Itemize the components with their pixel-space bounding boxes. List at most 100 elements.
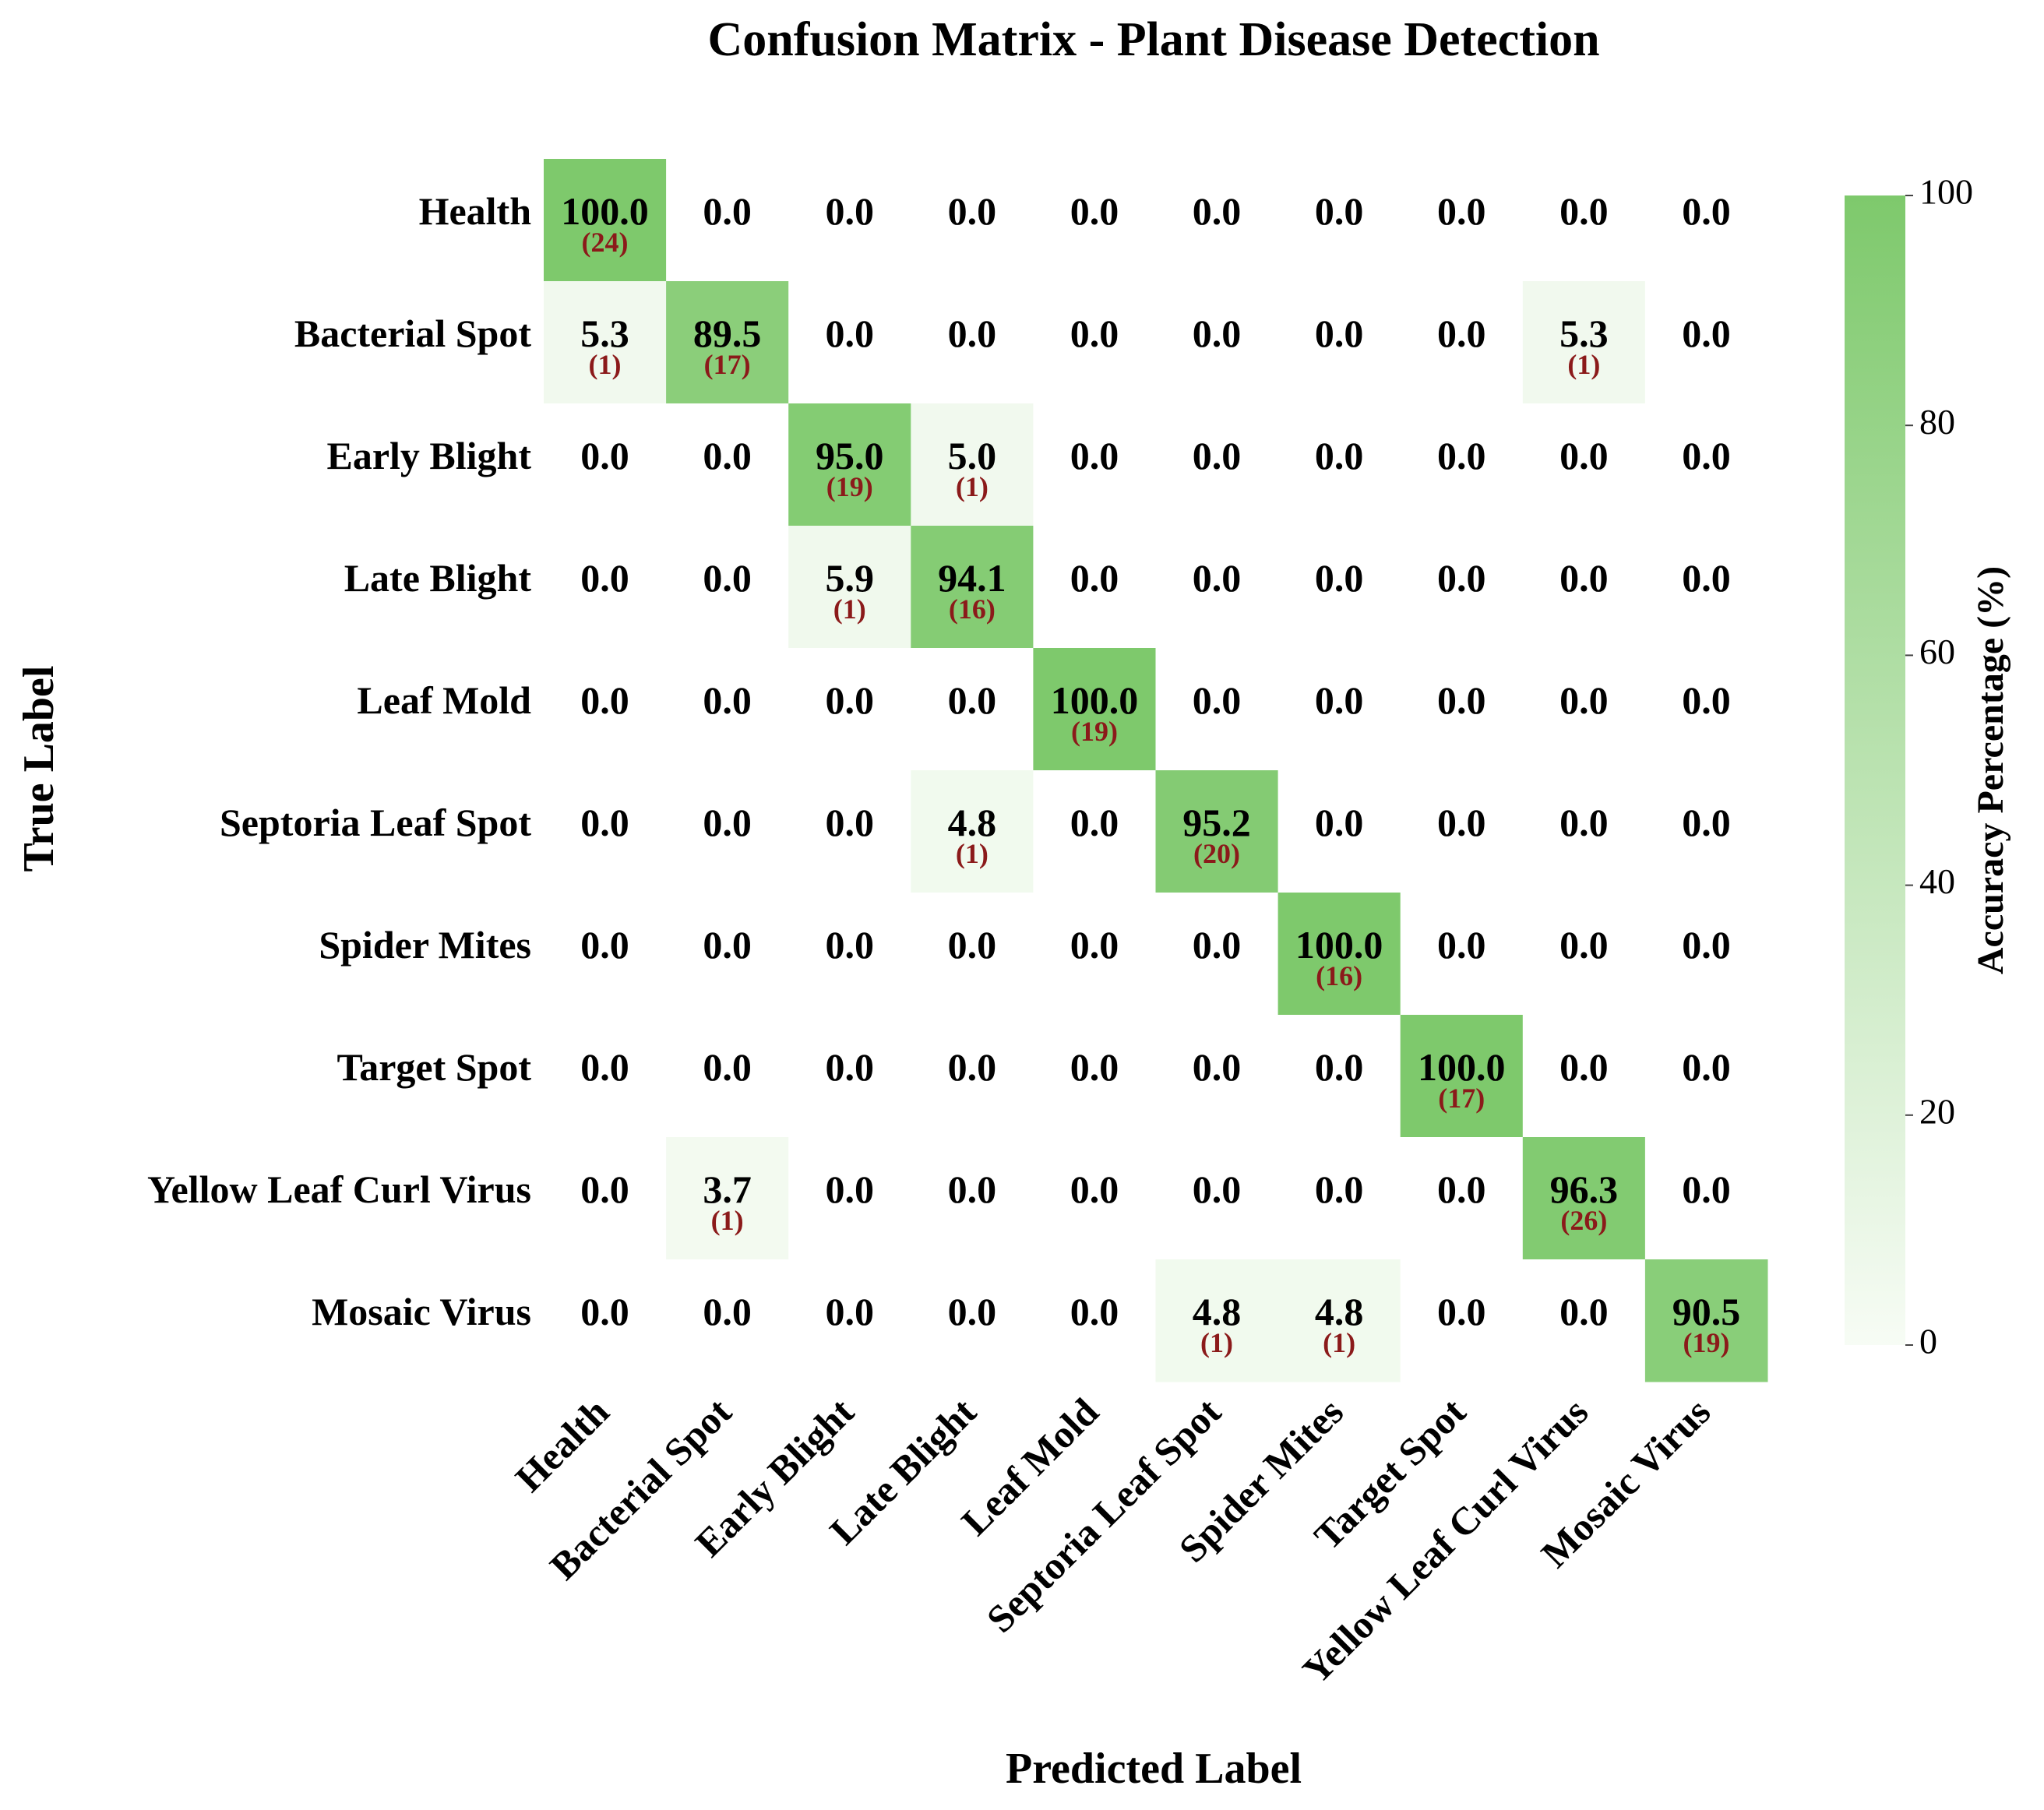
- cell: [1033, 1015, 1156, 1138]
- cell-label: 0.0: [1682, 434, 1731, 477]
- cell: [1033, 1259, 1156, 1382]
- cell-label: 0.0: [1559, 434, 1609, 477]
- cell-label: 100.0: [1418, 1045, 1506, 1089]
- cell: [544, 1015, 667, 1138]
- cell-label: 0.0: [1193, 434, 1242, 477]
- cell: [788, 770, 911, 893]
- cell-label: 0.0: [1070, 801, 1119, 844]
- cell-label: 90.5: [1672, 1290, 1741, 1333]
- cell: [1522, 1015, 1646, 1138]
- cell-label: 0.0: [1559, 678, 1609, 722]
- count-label: (19): [1071, 716, 1118, 747]
- cell-label: 4.8: [948, 801, 997, 844]
- cell-label: 0.0: [1682, 1045, 1731, 1089]
- cell-label: 0.0: [1682, 923, 1731, 967]
- cell: [1400, 281, 1524, 404]
- cell: [1155, 1015, 1279, 1138]
- cell: [1400, 1259, 1524, 1382]
- cell-label: 0.0: [948, 1045, 997, 1089]
- colorbar-tick-label: 60: [1919, 632, 1955, 671]
- cell: [911, 1137, 1034, 1260]
- count-label: (26): [1560, 1205, 1607, 1236]
- x-axis-label: Predicted Label: [1006, 1745, 1302, 1793]
- cell-label: 5.9: [826, 556, 875, 600]
- cell-label: 0.0: [826, 312, 875, 355]
- colorbar: [1845, 195, 1905, 1345]
- cell-label: 0.0: [1559, 556, 1609, 600]
- cell-label: 0.0: [1437, 678, 1486, 722]
- cell: [666, 1137, 789, 1260]
- cell: [788, 526, 911, 649]
- cell-label: 5.3: [1559, 312, 1609, 355]
- count-label: (19): [826, 471, 873, 502]
- cell-label: 0.0: [1437, 434, 1486, 477]
- cell: [911, 648, 1034, 771]
- cell-label: 0.0: [1070, 312, 1119, 355]
- cell: [1522, 281, 1646, 404]
- count-label: (16): [949, 593, 996, 625]
- cell-label: 0.0: [1315, 1045, 1364, 1089]
- cell: [1644, 648, 1768, 771]
- colorbar-tick-label: 0: [1919, 1322, 1937, 1361]
- cell-label: 0.0: [1315, 801, 1364, 844]
- colorbar-tick-label: 20: [1919, 1091, 1955, 1131]
- cell-label: 0.0: [1437, 312, 1486, 355]
- colorbar-tick-label: 80: [1919, 402, 1955, 442]
- cell: [1033, 159, 1156, 282]
- cell: [1155, 893, 1279, 1016]
- cell-label: 0.0: [1193, 678, 1242, 722]
- cell-label: 0.0: [1682, 556, 1731, 600]
- count-label: (1): [711, 1205, 744, 1236]
- cell-label: 0.0: [1070, 1167, 1119, 1211]
- cell: [1400, 526, 1524, 649]
- cell-label: 0.0: [703, 556, 752, 600]
- cell: [666, 526, 789, 649]
- cell: [666, 1015, 789, 1138]
- cell: [666, 893, 789, 1016]
- cell: [544, 893, 667, 1016]
- cell: [1278, 526, 1401, 649]
- cell-label: 0.0: [1315, 1167, 1364, 1211]
- cell-label: 0.0: [580, 801, 629, 844]
- cell: [666, 159, 789, 282]
- cell-label: 0.0: [1315, 556, 1364, 600]
- cell-label: 0.0: [1070, 1290, 1119, 1333]
- cell-label: 0.0: [948, 1290, 997, 1333]
- cell: [1644, 159, 1768, 282]
- count-label: (19): [1683, 1327, 1729, 1358]
- cell: [1278, 159, 1401, 282]
- colorbar-tick-label: 40: [1919, 861, 1955, 901]
- cell: [1278, 893, 1401, 1016]
- cell-label: 0.0: [1193, 189, 1242, 233]
- cell: [1033, 1137, 1156, 1260]
- cell-label: 0.0: [703, 1045, 752, 1089]
- cell: [1522, 1137, 1646, 1260]
- cell-label: 0.0: [1070, 1045, 1119, 1089]
- count-label: (1): [1323, 1327, 1355, 1358]
- cell-label: 0.0: [826, 1167, 875, 1211]
- cell-label: 0.0: [580, 1290, 629, 1333]
- cell-label: 0.0: [948, 189, 997, 233]
- cell-label: 0.0: [826, 801, 875, 844]
- y-tick-label: Spider Mites: [319, 923, 531, 967]
- cell: [544, 770, 667, 893]
- y-tick-label: Mosaic Virus: [312, 1290, 531, 1333]
- cell-label: 0.0: [1437, 1290, 1486, 1333]
- cell: [788, 403, 911, 526]
- cell-label: 0.0: [1559, 189, 1609, 233]
- y-tick-label: Target Spot: [337, 1045, 531, 1089]
- y-tick-label: Septoria Leaf Spot: [220, 801, 531, 844]
- cell-label: 0.0: [1070, 923, 1119, 967]
- cell: [544, 403, 667, 526]
- cell: [666, 1259, 789, 1382]
- cell-label: 100.0: [1295, 923, 1383, 967]
- cell: [1155, 281, 1279, 404]
- y-tick-label: Yellow Leaf Curl Virus: [147, 1167, 531, 1211]
- cell-label: 0.0: [1682, 189, 1731, 233]
- count-label: (1): [833, 593, 866, 625]
- cell: [788, 1137, 911, 1260]
- cell: [788, 648, 911, 771]
- cell: [1278, 281, 1401, 404]
- cell: [1033, 770, 1156, 893]
- y-axis-label: True Label: [15, 666, 63, 872]
